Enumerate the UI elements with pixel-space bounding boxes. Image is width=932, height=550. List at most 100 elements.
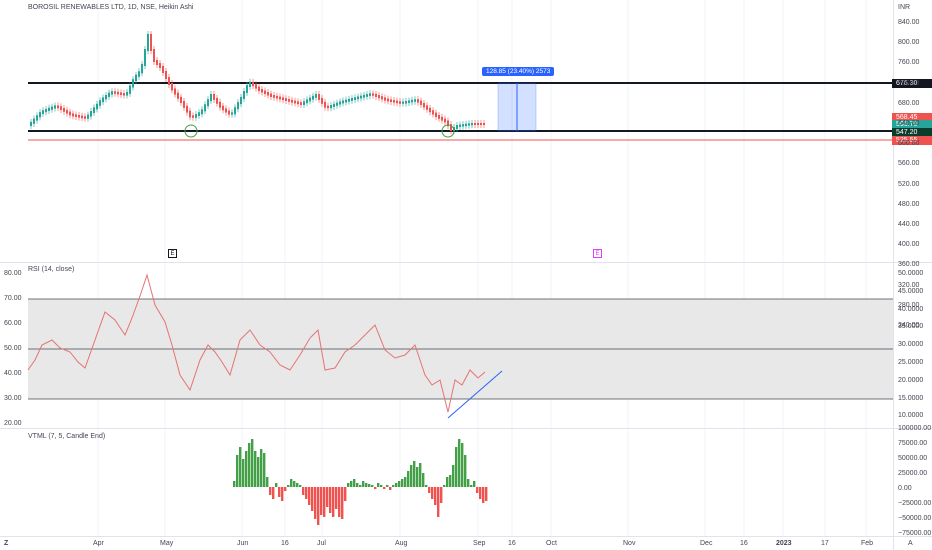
vtml-bar [266,477,269,487]
pane-separator[interactable] [0,262,932,263]
candle-body [363,94,365,98]
zoom-icon[interactable]: Z [4,540,9,547]
vtml-bar [476,487,479,493]
vtml-bar [260,449,263,487]
support-touch-circle [441,124,455,138]
vtml-bar [338,487,341,517]
candle-body [273,95,275,98]
vtml-bar [419,463,422,487]
price-badge: 676.30 [892,79,932,88]
vtml-bar [431,487,434,499]
candle-body [30,121,32,126]
rsi-title[interactable]: RSI (14, close) [28,266,75,273]
auto-scale-icon[interactable]: A [908,540,913,547]
vtml-tick: −50000.00 [898,515,932,522]
vtml-bar [245,451,248,487]
vtml-bar [284,487,287,491]
candle-body [132,79,134,88]
candle-body [372,93,374,96]
vtml-title[interactable]: VTML (7, 5, Candle End) [28,433,106,440]
vtml-bar [233,481,236,487]
candle-body [390,99,392,102]
candle-body [270,93,272,97]
candle-body [195,114,197,118]
candle-body [432,110,434,115]
candle-body [321,97,323,104]
candle-body [405,101,407,104]
time-axis-label: Jul [317,540,326,547]
candle-body [267,92,269,96]
candle-body [444,118,446,123]
vtml-tick: 25000.00 [898,470,928,477]
candle-body [297,101,299,105]
candle-body [144,49,146,66]
candle-body [279,96,281,100]
vtml-bar [365,483,368,487]
vtml-bar [368,484,371,487]
vtml-bar [458,439,461,487]
vtml-bar [404,477,407,487]
vtml-bar [296,483,299,487]
candle-body [318,94,320,100]
earnings-upcoming-marker[interactable]: E [593,249,602,258]
vtml-bar [332,487,335,517]
candle-body [108,92,110,97]
candle-body [384,97,386,101]
price-range-measure-label[interactable]: 128.85 (23.40%) 2573 [482,67,555,76]
candle-body [129,85,131,94]
candle-body [60,106,62,110]
candle-body [360,95,362,99]
vtml-tick: 75000.00 [898,440,928,447]
vtml-tick: 0.00 [898,485,912,492]
candle-body [357,96,359,100]
candle-body [153,49,155,62]
vtml-bar [359,485,362,487]
vtml-bar [437,487,440,517]
candle-body [36,115,38,121]
candle-body [408,100,410,103]
vtml-bar [398,481,401,487]
vtml-bar [293,481,296,487]
candle-body [369,93,371,97]
time-axis-label: 16 [281,540,289,547]
candle-body [459,124,461,127]
time-axis-label: Nov [623,540,636,547]
vtml-bar [299,485,302,487]
candle-body [174,88,176,95]
price-badge: 547.20 [892,128,932,137]
price-tick-label: 440.00 [898,221,920,228]
price-tick-label: 760.00 [898,59,920,67]
candle-body [474,123,476,125]
candle-body [90,111,92,117]
vtml-bar [281,487,284,501]
pane-separator[interactable] [0,428,932,429]
symbol-title[interactable]: BOROSIL RENEWABLES LTD, 1D, NSE, Heikin … [28,4,194,11]
candle-body [435,112,437,117]
candle-body [213,94,215,100]
candle-body [117,91,119,95]
vtml-bar [305,487,308,499]
currency-label: INR [898,4,911,11]
price-tick-label: 600.00 [898,140,920,148]
candle-body [171,83,173,91]
candle-body [162,66,164,73]
support-touch-circle [184,124,198,138]
vtml-tick: 100000.00 [898,425,932,432]
price-badge: 566.70 [892,120,932,129]
time-axis-label: Oct [546,540,557,547]
candle-body [147,34,149,51]
earnings-event-marker[interactable]: E [168,249,177,258]
rsi-right-tick: 50.0000 [898,270,924,277]
time-axis-label: Aug [395,540,408,547]
candle-body [225,108,227,113]
candle-body [306,99,308,104]
candle-body [351,98,353,101]
candle-body [75,114,77,117]
time-axis-label: 2023 [776,540,792,547]
candle-body [45,109,47,113]
vtml-bar [272,487,275,499]
candle-body [102,97,104,103]
candle-body [399,101,401,104]
